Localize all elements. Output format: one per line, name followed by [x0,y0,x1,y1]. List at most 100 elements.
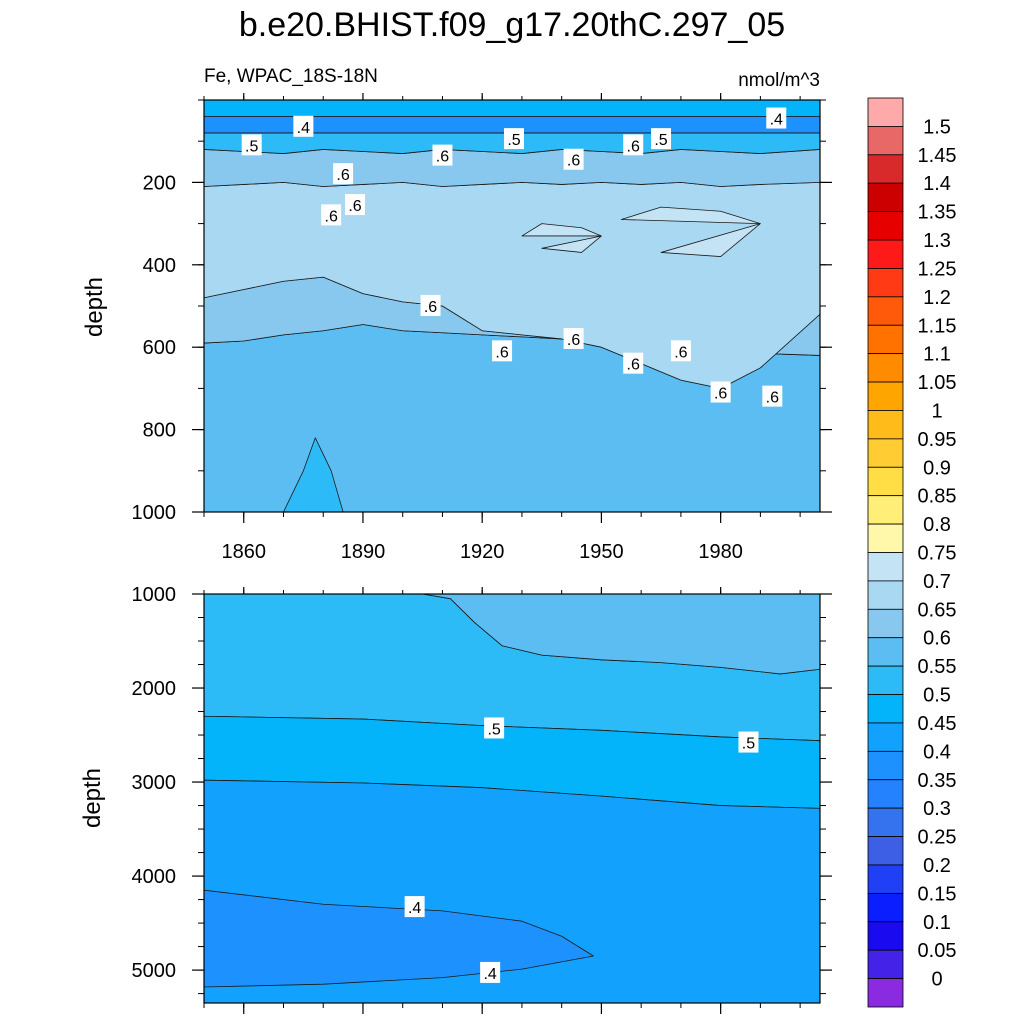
upper-contour-label-text: .4 [297,120,310,137]
lower-contour-label-text: .4 [483,966,496,983]
colorbar-label: 1.05 [918,372,957,394]
upper-contour-label: .4 [293,115,314,137]
colorbar-label: 1 [931,400,942,422]
colorbar-swatch [867,495,904,525]
colorbar-swatch [867,126,904,156]
colorbar-swatch [867,750,904,781]
colorbar-swatch [867,608,904,639]
upper-contour-label: .5 [651,128,672,150]
colorbar-label: 0.8 [923,514,951,536]
colorbar-label: 1.25 [918,258,957,280]
upper-contour-label-text: .6 [567,332,580,349]
colorbar-swatch [867,523,904,553]
upper-x-tick-label: 1980 [698,541,743,563]
variable-label: Fe, WPAC_18S-18N [204,66,378,87]
colorbar-swatch [867,722,904,752]
lower-contour-label-text: .5 [487,721,500,738]
colorbar-swatch [867,892,904,923]
colorbar-swatch [867,239,904,269]
upper-contour-band-8 [521,223,602,253]
colorbar-swatch [867,978,904,1008]
lower-contour-label-text: .4 [408,900,421,917]
lower-frame [203,593,821,1004]
colorbar-swatch [867,637,904,667]
colorbar-swatch [867,836,904,866]
colorbar-swatch [867,807,904,837]
upper-contour-label: .6 [563,148,584,170]
upper-contour-label-text: .6 [627,357,640,374]
colorbar-swatch [867,949,904,979]
upper-contour-label: .6 [762,385,783,407]
lower-y-tick-label: 1000 [132,584,177,606]
upper-contour-label: .6 [345,194,366,216]
colorbar-label: 0 [931,969,942,991]
colorbar-label: 0.55 [918,656,957,678]
upper-contour-label: .6 [420,295,441,316]
colorbar-label: 0.2 [923,855,951,877]
colorbar-label: 0.6 [923,628,951,650]
upper-x-tick-label: 1860 [221,541,266,563]
upper-contour-label-text: .6 [336,167,349,184]
colorbar-swatch [867,182,904,213]
upper-x-tick-label: 1950 [579,541,624,563]
upper-contour-label: .6 [623,134,644,156]
upper-contour-label-text: .6 [627,138,640,155]
colorbar-swatch [867,466,904,497]
upper-x-tick-label: 1920 [460,541,505,563]
colorbar-label: 0.85 [918,486,957,508]
colorbar-label: 1.15 [918,315,957,337]
upper-contour-label: .6 [623,352,644,374]
colorbar-label: 1.35 [918,202,957,224]
lower-contour-label: .5 [484,717,505,739]
colorbar-label: 1.2 [923,287,951,309]
colorbar-swatch [867,779,904,809]
colorbar-label: 0.15 [918,883,957,905]
upper-contour-band-9 [620,206,761,257]
upper-contour-label: .6 [321,204,342,226]
colorbar-label: 0.75 [918,543,957,565]
colorbar-swatch [867,268,904,298]
upper-y-tick-label: 400 [143,255,176,277]
colorbar-swatch [867,381,904,411]
upper-contour-band-7 [283,437,344,512]
colorbar-swatch [867,211,904,241]
colorbar-label: 1.45 [918,145,957,167]
lower-contour-label-text: .5 [742,736,755,753]
colorbar-swatch [867,353,904,383]
lower-y-tick-label: 2000 [132,678,177,700]
colorbar-swatch [867,552,904,582]
upper-contour-label: .6 [563,327,584,349]
colorbar-swatch [867,296,904,326]
upper-contour-label: .6 [492,340,513,362]
upper-contour-label: .4 [766,107,787,129]
lower-contour-label: .4 [480,961,501,983]
upper-x-tick-label: 1890 [341,541,386,563]
units-label: nmol/m^3 [738,70,820,91]
colorbar-label: 0.1 [923,912,951,934]
upper-contour-label: .5 [241,134,262,156]
colorbar-swatch [867,438,904,468]
upper-contour-label-text: .5 [245,138,258,155]
colorbar-label: 0.7 [923,571,951,593]
colorbar-swatch [867,864,904,894]
upper-contour-label: .6 [432,144,453,166]
colorbar-label: 0.05 [918,940,957,962]
upper-contour-label-text: .6 [567,153,580,170]
lower-contour-label: .4 [404,896,425,918]
colorbar-label: 0.3 [923,798,951,820]
upper-y-tick-label: 800 [143,420,176,442]
lower-y-tick-label: 4000 [132,866,177,888]
upper-y-tick-label: 200 [143,172,176,194]
upper-contour-label: .5 [503,128,524,150]
colorbar-swatch [867,665,904,695]
lower-contour-label: .5 [738,731,759,753]
main-title: b.e20.BHIST.f09_g17.20thC.297_05 [239,6,785,44]
lower-y-tick-label: 3000 [132,772,177,794]
upper-contour-label: .6 [670,340,691,362]
colorbar-swatch [867,694,904,724]
upper-contour-band-6 [204,100,820,117]
upper-contour-label-text: .6 [436,149,449,166]
upper-contour-label-text: .6 [766,390,779,407]
colorbar-swatch [867,410,904,440]
